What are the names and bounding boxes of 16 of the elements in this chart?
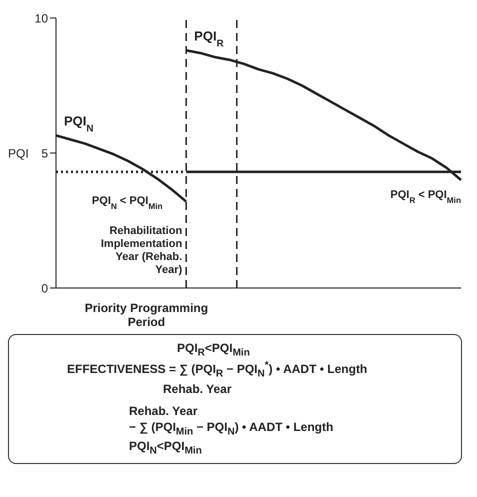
text: Priority Programming Period — [84, 301, 208, 329]
annotation: PQI$_{R}$ < PQI$_{Min}$ — [390, 188, 461, 204]
text: Rehab. Year — [163, 382, 232, 396]
annotation: PQI$_{N}$ < PQI$_{Min}$ — [92, 194, 163, 210]
series-label: PQI$_{R}$ — [194, 28, 224, 49]
text: PQI$_{R}$<PQI$_{Min}$ — [177, 341, 251, 358]
text: PQI$_{N}$<PQI$_{Min}$ — [129, 439, 203, 457]
text: − ∑ (PQI$_{Min}$ − PQI$_{N}$) • AADT • Length — [129, 420, 334, 438]
annotation: Rehabilitation Implementation Year (Rehab. Year) — [100, 225, 183, 276]
y-tick-label: 10 — [34, 11, 48, 26]
series-label: PQI$_{N}$ — [64, 113, 94, 134]
y-tick-label: 5 — [41, 146, 48, 160]
y-tick-label: 0 — [41, 281, 48, 296]
text: EFFECTIVENESS = ∑ (PQI$_{R}$ − PQI$_{N}$$^{*}$) • AADT • Length — [67, 360, 368, 380]
text: Rehab. Year — [129, 404, 198, 418]
y-axis-title: PQI — [8, 146, 29, 160]
